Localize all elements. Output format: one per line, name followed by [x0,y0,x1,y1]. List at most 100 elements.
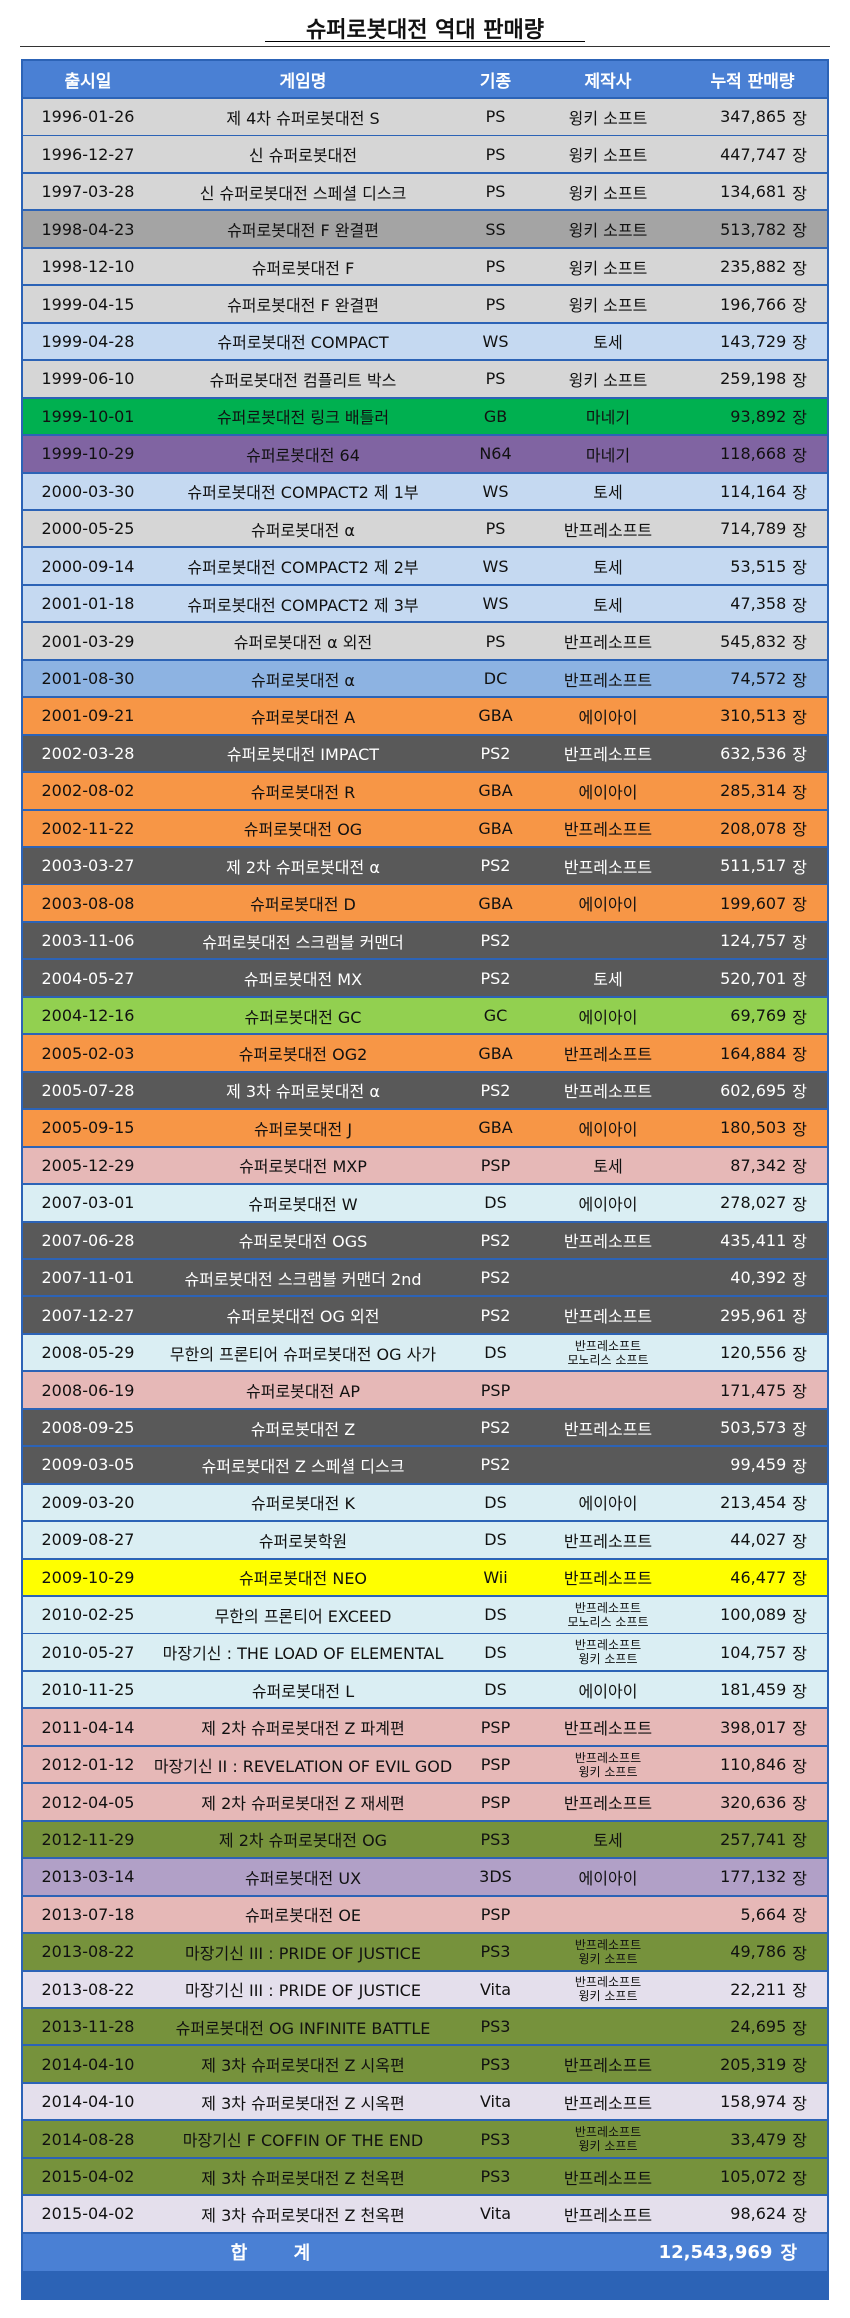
sales-cell: 714,789 장 [678,511,827,547]
publisher-line: 반프레소프트 [574,1338,642,1353]
table-row: 2010-11-25 슈퍼로봇대전 L DS 에이아이 181,459 장 [23,1671,827,1708]
game-title-cell: 슈퍼로봇대전 GC [244,1007,362,1027]
platform-cell: PS2 [480,1305,511,1325]
game-title-cell: 슈퍼로봇대전 OG [243,820,363,840]
table-row: 1999-04-28 슈퍼로봇대전 COMPACT WS 토세 143,729 장 [23,323,827,360]
game-title-cell: 슈퍼로봇대전 링크 배틀러 [216,408,390,428]
sales-value: 164,884 [720,1043,787,1063]
sales-cell: 545,832 장 [678,623,827,659]
publisher-name: 반프레소프트 [563,2093,653,2113]
publisher-line: 모노리스 소프트 [567,1352,649,1367]
sales-value: 22,211 [730,1979,787,1999]
sales-unit: 장 [792,782,807,802]
total-label: 합 계 [230,2243,331,2265]
release-date-cell: 2013-11-28 [41,2017,135,2037]
sales-value: 69,769 [730,1006,787,1026]
release-date-cell: 2013-08-22 [41,1979,135,1999]
total-sales-value: 12,543,969 [658,2241,773,2263]
sales-value: 87,342 [730,1155,787,1175]
publisher-cell: 토세 [538,474,678,510]
game-title-cell: 슈퍼로봇대전 UX [244,1868,362,1888]
release-date-cell: 1999-10-01 [41,406,135,426]
publisher-cell: 반프레소프트 [538,848,678,884]
sales-unit: 장 [792,1382,807,1402]
table-row: 2007-06-28 슈퍼로봇대전 OGS PS2 반프레소프트 435,411 장 [23,1222,827,1258]
sales-unit: 장 [792,1794,807,1813]
sales-cell: 99,459 장 [678,1447,827,1483]
platform-cell: PS2 [480,1455,511,1475]
sales-unit: 장 [792,1269,807,1289]
platform-cell: DS [484,1193,507,1213]
publisher-line: 반프레소프트 [574,1937,642,1952]
sales-cell: 40,392 장 [678,1260,827,1296]
sales-value: 235,882 [720,257,787,277]
sales-unit: 장 [792,895,807,915]
sales-cell: 100,089 장 [678,1597,827,1633]
sales-cell: 110,846 장 [678,1747,827,1783]
game-title-cell: 슈퍼로봇대전 OG INFINITE BATTLE [175,2018,431,2038]
platform-cell: Wii [483,1567,508,1587]
sales-cell: 118,668 장 [678,436,827,472]
sales-cell: 74,572 장 [678,661,827,697]
sales-value: 213,454 [720,1492,787,1512]
sales-cell: 114,164 장 [678,474,827,510]
sales-cell: 208,078 장 [678,811,827,847]
game-title-cell: 슈퍼로봇대전 OG2 [238,1045,368,1064]
game-title-cell: 슈퍼로봇대전 COMPACT2 제 2부 [187,558,419,578]
sales-cell: 47,358 장 [678,586,827,622]
game-title-cell: 슈퍼로봇대전 F [251,258,355,278]
publisher-cell: 반프레소프트 [538,1709,678,1745]
sales-unit: 장 [792,146,807,166]
sales-cell: 259,198 장 [678,361,827,397]
sales-value: 120,556 [720,1343,787,1363]
game-title-cell: 무한의 프론티어 EXCEED [214,1606,392,1626]
sales-unit: 장 [792,370,807,390]
table-row: 1996-12-27 신 슈퍼로봇대전 PS 윙키 소프트 447,747 장 [23,136,827,172]
publisher-line: 윙키 소프트 [578,1989,638,2004]
sales-cell: 235,882 장 [678,249,827,285]
table-row: 1999-04-15 슈퍼로봇대전 F 완결편 PS 윙키 소프트 196,766 장 [23,286,827,322]
sales-cell: 285,314 장 [678,773,827,809]
game-title-cell: 제 3차 슈퍼로봇대전 Z 시옥편 [201,2093,405,2113]
publisher-name: 반프레소프트 [563,1531,653,1551]
table-row: 2007-11-01 슈퍼로봇대전 스크램블 커맨더 2nd PS2 40,392 장 [23,1259,827,1296]
sales-value: 199,607 [720,893,787,913]
publisher-cell: 윙키 소프트 [538,136,678,172]
release-date-cell: 2007-11-01 [41,1268,135,1288]
publisher-name: 반프레소프트 [563,520,653,540]
release-date-cell: 2000-05-25 [41,519,135,539]
platform-cell: PS2 [480,1268,511,1288]
game-title-cell: 슈퍼로봇대전 A [250,707,356,727]
sales-unit: 장 [792,670,807,690]
sales-cell: 177,132 장 [678,1859,827,1895]
publisher-cell: 반프레소프트 [538,2084,678,2120]
platform-cell: PSP [480,1904,511,1924]
platform-cell: PS [485,294,506,314]
page-title: 슈퍼로봇대전 역대 판매량 [306,18,544,43]
publisher-cell: 에이아이 [538,998,678,1034]
publisher-name: 마네기 [585,445,631,465]
sales-unit: 장 [792,1868,807,1888]
table-row: 2002-08-02 슈퍼로봇대전 R GBA 에이아이 285,314 장 [23,773,827,809]
release-date-cell: 2005-12-29 [41,1155,135,1175]
publisher-cell: 반프레소프트 [538,1784,678,1820]
sales-unit: 장 [792,1082,807,1102]
sales-value: 208,078 [720,818,787,838]
publisher-name: 윙키 소프트 [568,108,648,128]
platform-cell: WS [482,594,509,614]
release-date-cell: 2012-04-05 [41,1792,135,1812]
platform-cell: PS [485,182,506,202]
publisher-name: 윙키 소프트 [568,221,648,241]
sales-value: 259,198 [720,369,787,389]
sales-cell: 93,892 장 [678,399,827,435]
platform-cell: PS2 [480,1418,511,1437]
sales-value: 124,757 [720,931,787,951]
publisher-name: 에이아이 [578,1494,638,1514]
publisher-name: 반프레소프트 [563,1794,653,1813]
sales-cell: 180,503 장 [678,1110,827,1146]
table-row: 2009-10-29 슈퍼로봇대전 NEO Wii 반프레소프트 46,477 장 [23,1559,827,1596]
publisher-name: 반프레소프트 [563,1045,653,1064]
sales-unit: 장 [792,1157,807,1177]
sales-unit: 장 [792,1007,807,1027]
publisher-multi: 반프레소프트 윙키 소프트 [575,1938,641,1966]
